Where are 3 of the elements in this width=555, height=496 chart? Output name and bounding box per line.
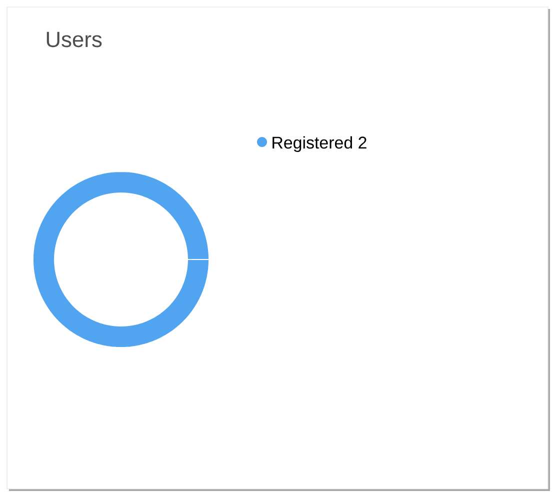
chart-title: Users <box>46 32 102 48</box>
data-label: 2 <box>358 136 366 148</box>
legend-label: Registered <box>272 136 352 152</box>
